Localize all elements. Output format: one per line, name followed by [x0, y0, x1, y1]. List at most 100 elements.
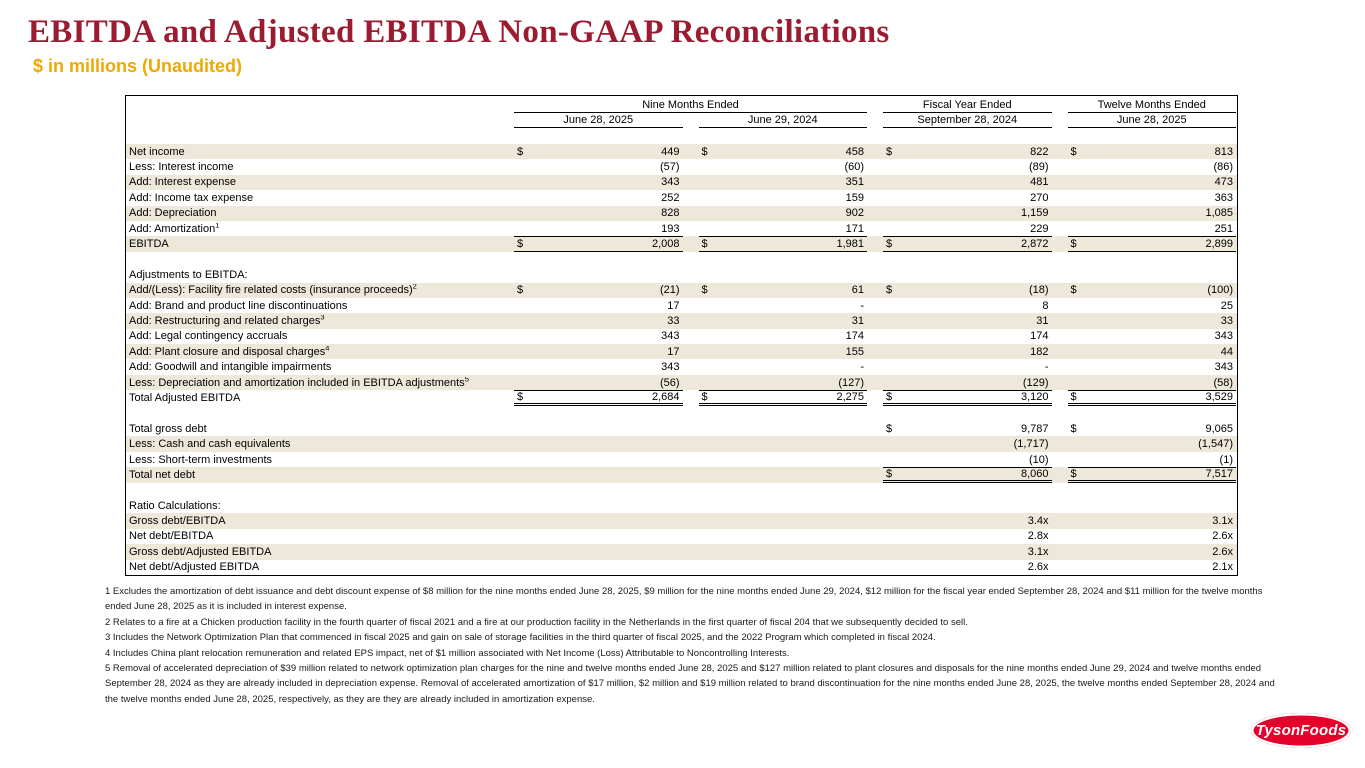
- value-cell: $2,275: [698, 390, 867, 407]
- cell-value: 351: [845, 176, 864, 189]
- value-cell: 155: [699, 344, 868, 359]
- value-cell: (86): [1068, 159, 1237, 174]
- cell-value: (100): [1207, 284, 1233, 297]
- column-group-header-nine-months: Nine Months Ended: [514, 98, 867, 113]
- page-title: EBITDA and Adjusted EBITDA Non-GAAP Reco…: [28, 14, 890, 50]
- cell-value: (1,717): [1013, 438, 1049, 451]
- value-cell: [883, 267, 1052, 282]
- row-label: Add: Income tax expense: [129, 191, 254, 204]
- value-cell: [699, 483, 868, 498]
- value-cell: -: [699, 359, 868, 374]
- value-cell: [699, 560, 868, 575]
- table-row: Add/(Less): Facility fire related costs …: [126, 282, 1237, 298]
- row-label: Gross debt/Adjusted EBITDA: [129, 545, 272, 558]
- dollar-sign: $: [1070, 238, 1077, 251]
- value-cell: $61: [699, 283, 868, 298]
- cell-value: 2,275: [836, 391, 864, 404]
- value-cell: 159: [699, 190, 868, 205]
- cell-value: 3,120: [1020, 391, 1049, 404]
- value-cell: 174: [883, 329, 1052, 344]
- value-cell: 3.1x: [883, 544, 1052, 559]
- row-label: Net income: [129, 145, 185, 158]
- value-cell: (57): [514, 159, 683, 174]
- header-spacer: [126, 128, 1237, 144]
- cell-value: 481: [1030, 176, 1049, 189]
- cell-value: 61: [851, 284, 864, 297]
- cell-value: (1,547): [1198, 438, 1233, 451]
- cell-value: 193: [661, 222, 680, 235]
- cell-value: 33: [667, 314, 680, 327]
- value-cell: [514, 513, 683, 528]
- value-cell: $2,899: [1067, 236, 1236, 252]
- table-row: Add: Interest expense 343 351 481 473: [126, 174, 1237, 191]
- table-row: Add: Income tax expense 252 159 270 363: [126, 190, 1237, 205]
- cell-value: 3.1x: [1027, 545, 1049, 558]
- cell-value: (1): [1219, 453, 1233, 466]
- cell-value: (21): [659, 284, 680, 297]
- row-label: EBITDA: [129, 238, 169, 251]
- table-row: Total net debt $8,060 $7,517: [126, 467, 1237, 484]
- value-cell: -: [883, 359, 1052, 374]
- cell-value: 2.1x: [1212, 561, 1233, 574]
- value-cell: $ (18): [883, 283, 1052, 298]
- cell-value: 17: [667, 345, 680, 358]
- value-cell: 193: [514, 221, 683, 236]
- dollar-sign: $: [701, 284, 708, 297]
- value-cell: [699, 421, 868, 436]
- cell-value: -: [860, 361, 864, 374]
- value-cell: 174: [699, 329, 868, 344]
- column-date-header: June 29, 2024: [698, 113, 867, 128]
- column-group-header-twelve-months: Twelve Months Ended: [1067, 98, 1236, 113]
- value-cell: (1): [1068, 452, 1237, 467]
- value-cell: $3,529: [1067, 390, 1236, 407]
- cell-value: 171: [845, 222, 864, 235]
- value-cell: 3.4x: [883, 513, 1052, 528]
- cell-value: 1,159: [1020, 207, 1049, 220]
- value-cell: 182: [883, 344, 1052, 359]
- row-label: Gross debt/EBITDA: [129, 515, 226, 528]
- cell-value: 343: [1214, 330, 1233, 343]
- value-cell: [699, 436, 868, 451]
- value-cell: (1,717): [883, 436, 1052, 451]
- value-cell: [1068, 252, 1237, 267]
- cell-value: 2.6x: [1212, 530, 1233, 543]
- cell-value: 822: [1030, 145, 1049, 158]
- table-row: Net debt/EBITDA 2.8x 2.6x: [126, 529, 1237, 544]
- cell-value: 363: [1214, 191, 1233, 204]
- dollar-sign: $: [886, 238, 893, 251]
- value-cell: 229: [883, 221, 1052, 236]
- table-header-dates: June 28, 2025 June 29, 2024 September 28…: [126, 113, 1237, 128]
- footnotes: 1 Excludes the amortization of debt issu…: [105, 584, 1280, 707]
- value-cell: $ (21): [514, 283, 683, 298]
- cell-value: 2.6x: [1212, 545, 1233, 558]
- tyson-foods-logo: TysonFoods: [1251, 713, 1351, 748]
- value-cell: (127): [699, 375, 868, 390]
- value-cell: (60): [699, 159, 868, 174]
- value-cell: $458: [699, 144, 868, 159]
- value-cell: 31: [883, 313, 1052, 328]
- value-cell: [1068, 483, 1237, 498]
- cell-value: 17: [667, 299, 680, 312]
- cell-value: 343: [661, 176, 680, 189]
- value-cell: 2.1x: [1068, 560, 1237, 575]
- cell-value: 458: [845, 145, 864, 158]
- cell-value: 343: [661, 361, 680, 374]
- value-cell: [699, 267, 868, 282]
- value-cell: [514, 421, 683, 436]
- value-cell: 363: [1068, 190, 1237, 205]
- value-cell: 828: [514, 206, 683, 221]
- value-cell: [883, 406, 1052, 421]
- cell-value: 343: [661, 330, 680, 343]
- row-label: Total gross debt: [129, 422, 207, 435]
- cell-value: 473: [1214, 176, 1233, 189]
- table-row: Add: Restructuring and related charges3 3…: [126, 313, 1237, 329]
- dollar-sign: $: [886, 422, 893, 435]
- column-group-header-fiscal-year: Fiscal Year Ended: [883, 98, 1052, 113]
- cell-value: (60): [844, 161, 864, 174]
- value-cell: 351: [699, 175, 868, 190]
- cell-value: 31: [1036, 314, 1049, 327]
- row-label: Add: Interest expense: [129, 176, 237, 189]
- spacer-row: [126, 406, 1237, 421]
- cell-value: 3,529: [1205, 391, 1233, 404]
